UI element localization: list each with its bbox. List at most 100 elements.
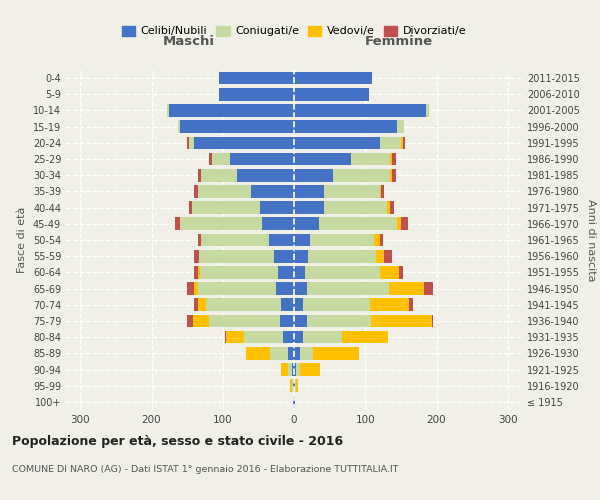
Bar (289, 347, 294, 360)
Bar (294, 298, 409, 311)
Bar (294, 250, 376, 262)
Bar (294, 218, 319, 230)
Bar (292, 380, 294, 392)
Bar (188, 136, 294, 149)
Bar (251, 185, 294, 198)
Bar (294, 169, 392, 181)
Bar (294, 347, 313, 360)
Bar (175, 218, 294, 230)
Bar (199, 250, 294, 262)
Bar (294, 136, 401, 149)
Bar (283, 331, 294, 344)
Bar (187, 282, 294, 295)
Bar (280, 314, 294, 328)
Bar (294, 331, 388, 344)
Bar (294, 202, 386, 214)
Bar (294, 120, 397, 133)
Bar (294, 234, 380, 246)
Bar (294, 282, 389, 295)
Bar (294, 266, 400, 278)
Bar (294, 169, 333, 181)
Bar (294, 218, 401, 230)
Bar (294, 234, 383, 246)
Legend: Celibi/Nubili, Coniugati/e, Vedovi/e, Divorziati/e: Celibi/Nubili, Coniugati/e, Vedovi/e, Di… (118, 21, 470, 41)
Bar (226, 331, 294, 344)
Bar (294, 120, 404, 133)
Bar (294, 152, 396, 166)
Bar (294, 266, 380, 278)
Y-axis label: Anni di nascita: Anni di nascita (586, 198, 596, 281)
Bar (193, 314, 294, 328)
Bar (212, 152, 294, 166)
Bar (294, 298, 370, 311)
Bar (219, 72, 294, 85)
Bar (294, 234, 310, 246)
Bar (294, 314, 431, 328)
Bar (294, 347, 359, 360)
Bar (225, 331, 294, 344)
Bar (194, 185, 294, 198)
Bar (294, 250, 392, 262)
Bar (245, 347, 294, 360)
Bar (219, 88, 294, 101)
Bar (294, 363, 320, 376)
Bar (198, 185, 294, 198)
Bar (294, 152, 390, 166)
Bar (294, 380, 298, 392)
Bar (188, 136, 294, 149)
Bar (198, 298, 294, 311)
Bar (294, 185, 381, 198)
Bar (294, 185, 385, 198)
Bar (198, 266, 294, 278)
Bar (294, 104, 430, 117)
Bar (281, 298, 294, 311)
Bar (294, 202, 390, 214)
Bar (294, 396, 295, 408)
Bar (294, 347, 300, 360)
Bar (209, 152, 294, 166)
Bar (167, 104, 294, 117)
Bar (294, 104, 426, 117)
Bar (294, 185, 380, 198)
Bar (209, 314, 294, 328)
Bar (294, 380, 298, 392)
Bar (278, 266, 294, 278)
Bar (294, 72, 373, 85)
Bar (276, 282, 294, 295)
Bar (294, 282, 424, 295)
Bar (198, 234, 294, 246)
Bar (294, 298, 302, 311)
Bar (180, 120, 294, 133)
Bar (187, 314, 294, 328)
Bar (219, 72, 294, 85)
Bar (294, 169, 390, 181)
Bar (194, 298, 294, 311)
Bar (230, 152, 294, 166)
Bar (202, 169, 294, 181)
Bar (294, 88, 369, 101)
Bar (294, 250, 385, 262)
Bar (293, 380, 294, 392)
Bar (294, 331, 342, 344)
Bar (294, 152, 351, 166)
Bar (293, 396, 294, 408)
Bar (294, 380, 295, 392)
Bar (178, 120, 294, 133)
Bar (294, 314, 433, 328)
Bar (237, 169, 294, 181)
Bar (294, 266, 305, 278)
Bar (294, 282, 307, 295)
Bar (202, 234, 294, 246)
Bar (294, 396, 295, 408)
Bar (260, 202, 294, 214)
Bar (294, 104, 430, 117)
Bar (294, 72, 373, 85)
Bar (294, 314, 307, 328)
Bar (202, 234, 294, 246)
Bar (289, 363, 294, 376)
Bar (219, 88, 294, 101)
Bar (294, 104, 430, 117)
Bar (200, 266, 294, 278)
Bar (294, 169, 396, 181)
Bar (294, 363, 296, 376)
